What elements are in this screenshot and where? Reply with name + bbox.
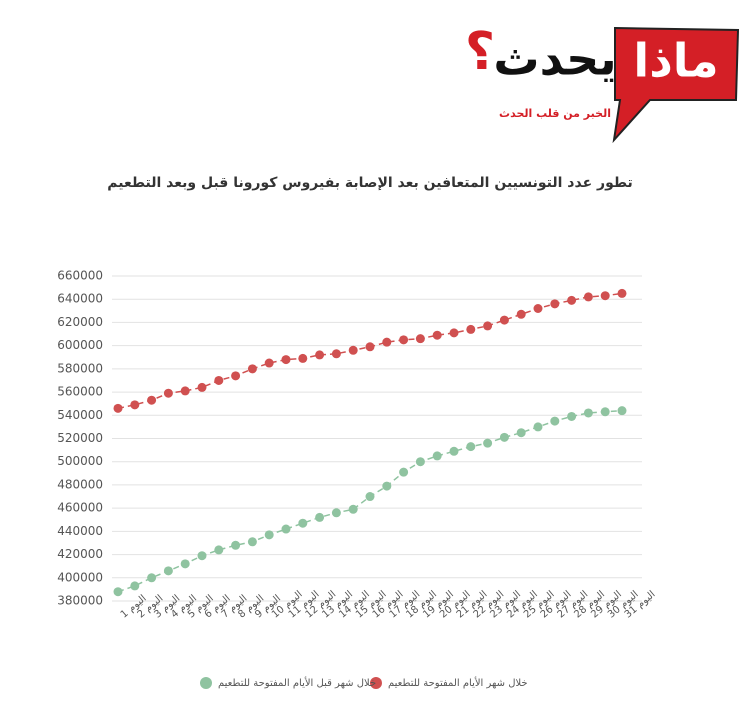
data-point [600, 291, 610, 301]
legend-label: خلال شهر الأيام المفتوحة للتطعيم [388, 676, 528, 689]
y-tick-label: 560000 [57, 385, 103, 399]
data-point [399, 335, 409, 345]
data-point [432, 451, 442, 461]
data-point [180, 559, 190, 569]
data-point [399, 467, 409, 477]
data-point [533, 422, 543, 432]
legend-label: خلال شهر قبل الأيام المفتوحة للتطعيم [218, 676, 376, 689]
series-line [117, 409, 623, 593]
y-tick-label: 440000 [57, 524, 103, 538]
data-point [298, 353, 308, 363]
y-tick-label: 460000 [57, 501, 103, 515]
data-point [197, 382, 207, 392]
data-point [331, 349, 341, 359]
legend-marker [200, 677, 212, 689]
data-point [550, 299, 560, 309]
data-point [516, 309, 526, 319]
data-point [382, 481, 392, 491]
data-point [197, 551, 207, 561]
data-point [483, 321, 493, 331]
data-point [617, 288, 627, 298]
data-point [147, 573, 157, 583]
data-point [180, 386, 190, 396]
data-point [348, 345, 358, 355]
logo-tagline: الخبر من قلب الحدث [499, 107, 611, 120]
data-point [315, 512, 325, 522]
data-point [147, 395, 157, 405]
data-point [231, 371, 241, 381]
data-point [382, 337, 392, 347]
y-tick-label: 600000 [57, 338, 103, 352]
data-point [600, 407, 610, 417]
chart-title: تطور عدد التونسيين المتعافين بعد الإصابة… [107, 175, 633, 191]
data-point [499, 315, 509, 325]
data-point [415, 457, 425, 467]
data-point [231, 540, 241, 550]
data-point [550, 416, 560, 426]
data-point [567, 295, 577, 305]
data-point [466, 324, 476, 334]
y-tick-label: 500000 [57, 454, 103, 468]
data-point [348, 504, 358, 514]
data-point [466, 442, 476, 452]
y-tick-label: 520000 [57, 431, 103, 445]
y-tick-label: 400000 [57, 570, 103, 584]
y-tick-label: 380000 [57, 594, 103, 608]
legend-marker [370, 677, 382, 689]
data-point [130, 400, 140, 410]
data-point [365, 342, 375, 352]
logo-bubble [612, 26, 740, 144]
data-point [533, 304, 543, 313]
data-point [214, 545, 224, 555]
y-tick-label: 620000 [57, 315, 103, 329]
data-point [264, 530, 274, 540]
data-point [281, 524, 291, 534]
logo-word: يحدث [493, 32, 616, 86]
data-point [415, 334, 425, 344]
data-point [113, 587, 123, 597]
data-point [281, 355, 291, 365]
y-tick-label: 420000 [57, 547, 103, 561]
y-tick-label: 660000 [57, 269, 103, 283]
data-point [247, 537, 257, 547]
data-point [298, 518, 308, 528]
logo: ماذا يحدث ؟ الخبر من قلب الحدث [465, 22, 740, 144]
data-point [247, 364, 257, 374]
y-tick-label: 540000 [57, 408, 103, 422]
data-point [163, 388, 173, 398]
data-point [130, 581, 140, 591]
data-point [583, 292, 593, 302]
logo-word: ماذا [633, 34, 718, 88]
data-point [499, 432, 509, 442]
data-point [331, 508, 341, 518]
data-point [449, 446, 459, 456]
data-point [214, 375, 224, 385]
data-point [365, 492, 375, 502]
logo-question: ؟ [465, 22, 495, 82]
data-point [163, 566, 173, 576]
data-point [583, 408, 593, 418]
data-point [315, 350, 325, 360]
data-point [264, 358, 274, 368]
y-tick-label: 580000 [57, 361, 103, 375]
data-point [449, 328, 459, 338]
data-point [432, 330, 442, 340]
data-point [516, 428, 526, 438]
data-point [483, 438, 493, 448]
data-point [113, 403, 123, 413]
y-tick-label: 480000 [57, 477, 103, 491]
data-point [567, 411, 577, 421]
data-point [617, 406, 627, 416]
y-tick-label: 640000 [57, 292, 103, 306]
